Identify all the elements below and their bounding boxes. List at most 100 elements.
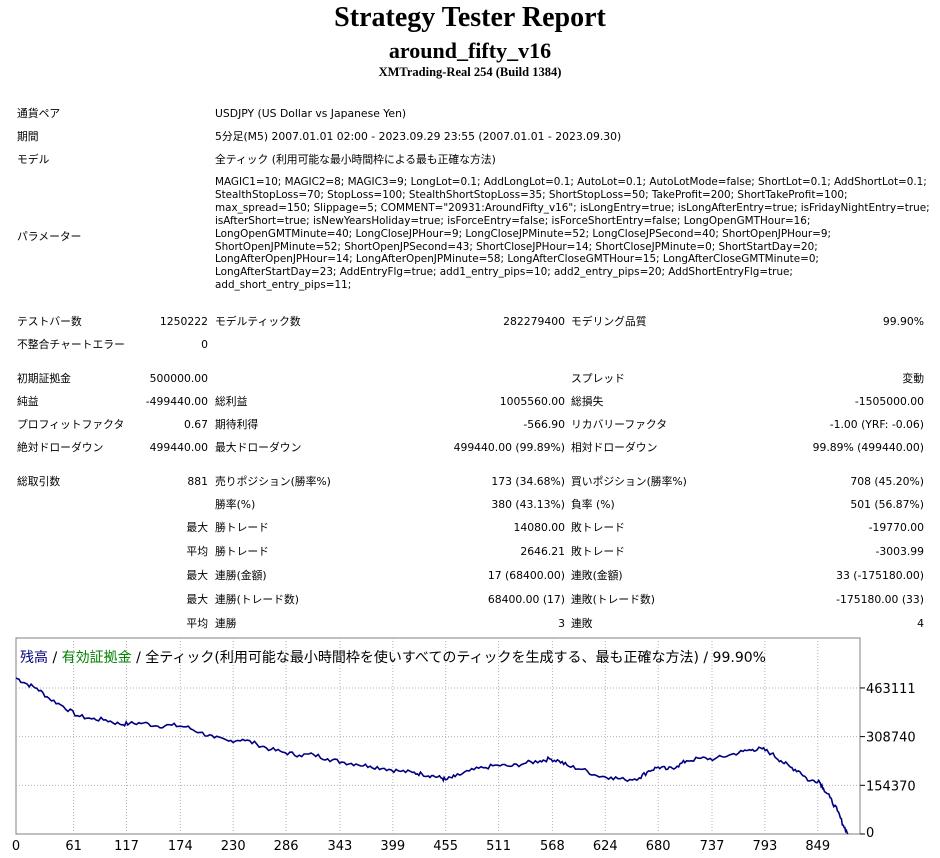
rel-dd-label: 相対ドローダウン: [571, 441, 658, 454]
symbol-label: 通貨ペア: [17, 107, 61, 120]
net-label: 純益: [17, 395, 39, 408]
x-tick-label: 117: [114, 839, 139, 854]
x-tick-label: 511: [486, 839, 511, 854]
win-rate-label: 勝率(%): [215, 498, 256, 511]
avg-cons-loss-label: 連敗: [571, 617, 593, 630]
bars-value: 1250222: [159, 315, 208, 328]
max-prefix-2: 最大: [186, 569, 208, 582]
x-tick-label: 624: [593, 839, 618, 854]
legend-balance: 残高: [20, 649, 48, 666]
gross-loss-value: -1505000.00: [854, 395, 924, 408]
chart-legend: 残高 / 有効証拠金 / 全ティック(利用可能な最小時間枠を使いすべてのティック…: [20, 649, 766, 666]
avg-cons-loss-value: 4: [917, 617, 924, 630]
spread-label: スプレッド: [571, 372, 625, 385]
spread-value: 変動: [902, 372, 924, 385]
model-label: モデル: [17, 153, 50, 166]
gross-loss-label: 総損失: [571, 395, 604, 408]
server-build: XMTrading-Real 254 (Build 1384): [378, 65, 562, 79]
recovery-value: -1.00 (YRF: -0.06): [829, 418, 924, 431]
max-win-label: 勝トレード: [215, 521, 269, 534]
y-tick-label: 308740: [866, 731, 916, 746]
avg-cons-win-label: 連勝: [215, 617, 237, 630]
x-tick-label: 793: [752, 839, 777, 854]
loss-rate-label: 負率 (%): [571, 498, 615, 511]
avg-prefix: 平均: [186, 545, 208, 558]
deposit-value: 500000.00: [149, 372, 208, 385]
expected-value: -566.90: [523, 418, 565, 431]
cons-loss-amt-value: 33 (-175180.00): [836, 569, 924, 582]
x-tick-label: 174: [168, 839, 193, 854]
period-value: 5分足(M5) 2007.01.01 02:00 - 2023.09.29 23…: [215, 130, 622, 143]
legend-equity: 有効証拠金: [62, 650, 132, 666]
loss-rate-value: 501 (56.87%): [850, 498, 924, 511]
abs-dd-value: 499440.00: [149, 441, 208, 454]
y-tick-label: 0: [866, 826, 874, 841]
balance-chart: 463111 308740 154370 0 0 61 117 174 230 286 343 39…: [0, 636, 940, 854]
pf-label: プロフィットファクタ: [17, 418, 125, 431]
avg-loss-value: -3003.99: [875, 545, 924, 558]
y-tick-label: 463111: [866, 682, 916, 697]
recovery-label: リカバリーファクタ: [571, 418, 668, 431]
avg-cons-win-value: 3: [558, 617, 565, 630]
long-value: 708 (45.20%): [850, 475, 924, 488]
pf-value: 0.67: [183, 418, 208, 431]
x-tick-label: 455: [433, 839, 458, 854]
x-tick-label: 680: [646, 839, 671, 854]
cons-loss-cnt-value: -175180.00 (33): [836, 593, 924, 606]
x-tick-labels: 0 61 117 174 230 286 343 399 455 511 568 624 680 737 7…: [12, 839, 830, 854]
balance-line: [15, 677, 849, 835]
max-prefix: 最大: [186, 521, 208, 534]
x-tick-label: 568: [540, 839, 565, 854]
avg-prefix-2: 平均: [186, 617, 208, 630]
trades-value: 881: [187, 475, 208, 488]
bars-label: テストバー数: [17, 315, 82, 328]
short-label: 売りポジション(勝率%): [215, 475, 331, 488]
mismatch-value: 0: [201, 338, 208, 351]
gross-profit-value: 1005560.00: [499, 395, 565, 408]
period-label: 期間: [17, 130, 39, 143]
x-tick-label: 399: [380, 839, 405, 854]
legend-sep: /: [48, 650, 62, 666]
max-loss-label: 敗トレード: [571, 521, 625, 534]
rel-dd-value: 99.89% (499440.00): [812, 441, 924, 454]
max-win-value: 14080.00: [513, 521, 565, 534]
plot-area: [15, 637, 861, 835]
avg-win-value: 2646.21: [520, 545, 565, 558]
short-value: 173 (34.68%): [491, 475, 565, 488]
x-tick-label: 230: [221, 839, 246, 854]
cons-win-cnt-value: 68400.00 (17): [487, 593, 565, 606]
x-tick-label: 849: [805, 839, 830, 854]
quality-value: 99.90%: [882, 315, 924, 328]
x-tick-label: 737: [700, 839, 725, 854]
legend-rest: / 全ティック(利用可能な最小時間枠を使いすべてのティックを生成する、最も正確な…: [132, 649, 766, 666]
x-tick-label: 343: [328, 839, 353, 854]
params-value: MAGIC1=10; MAGIC2=8; MAGIC3=9; LongLot=0…: [215, 176, 930, 292]
gross-profit-label: 総利益: [215, 395, 248, 408]
x-tick-label: 61: [65, 839, 82, 854]
ea-name: around_fifty_v16: [388, 38, 552, 63]
avg-loss-label: 敗トレード: [571, 545, 625, 558]
cons-loss-cnt-label: 連敗(トレード数): [571, 593, 656, 606]
series-group: [15, 677, 849, 835]
win-rate-value: 380 (43.13%): [491, 498, 565, 511]
params-label: パラメーター: [17, 230, 82, 243]
net-value: -499440.00: [145, 395, 208, 408]
deposit-label: 初期証拠金: [17, 372, 71, 385]
long-label: 買いポジション(勝率%): [571, 475, 687, 488]
max-prefix-3: 最大: [186, 593, 208, 606]
expected-label: 期待利得: [215, 418, 259, 431]
ticks-value: 282279400: [503, 315, 565, 328]
cons-win-cnt-label: 連勝(トレード数): [215, 593, 300, 606]
quality-label: モデリング品質: [571, 315, 647, 328]
model-value: 全ティック (利用可能な最小時間枠による最も正確な方法): [215, 153, 496, 166]
avg-win-label: 勝トレード: [215, 545, 269, 558]
cons-win-amt-value: 17 (68400.00): [487, 569, 565, 582]
x-tick-label: 0: [12, 839, 20, 854]
y-tick-label: 154370: [866, 779, 916, 794]
max-loss-value: -19770.00: [868, 521, 924, 534]
report-title: Strategy Tester Report: [334, 2, 606, 33]
cons-loss-amt-label: 連敗(金額): [571, 569, 623, 582]
max-dd-label: 最大ドローダウン: [215, 441, 302, 454]
y-tick-labels: 463111 308740 154370 0: [860, 682, 916, 841]
abs-dd-label: 絶対ドローダウン: [17, 441, 104, 454]
